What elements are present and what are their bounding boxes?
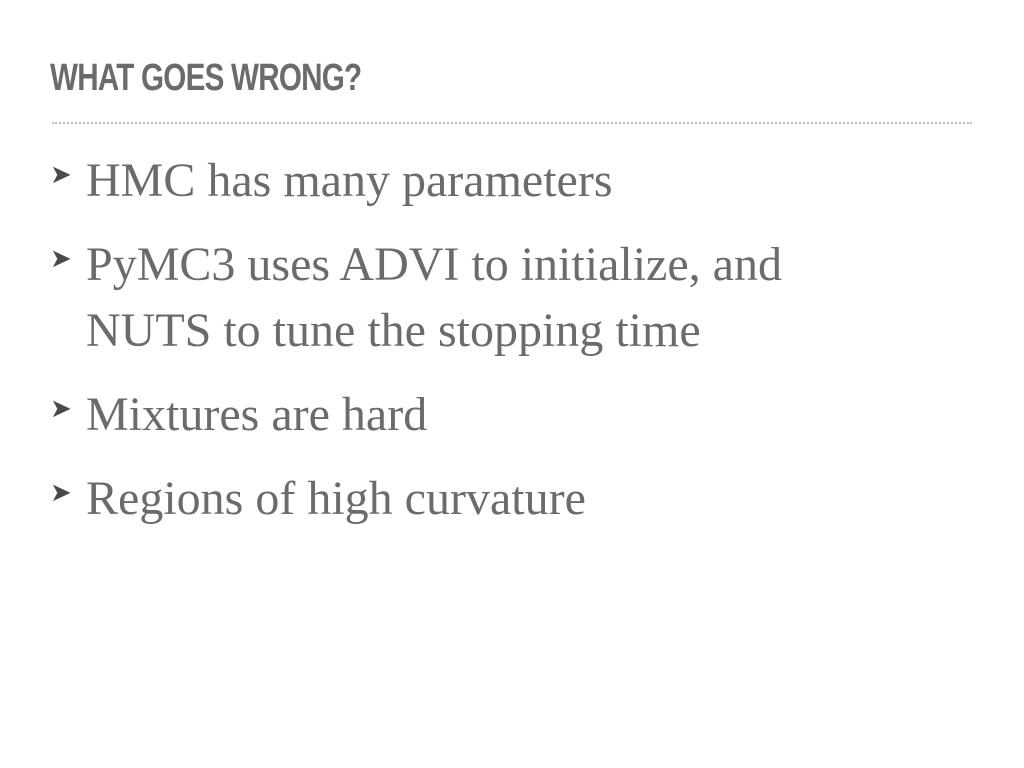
arrowhead-icon: ➤ xyxy=(50,160,72,190)
arrowhead-icon: ➤ xyxy=(50,244,72,274)
bullet-item: ➤ Mixtures are hard xyxy=(50,382,970,448)
bullet-text: Mixtures are hard xyxy=(86,388,428,441)
bullet-text: Regions of high curvature xyxy=(86,472,586,525)
bullet-item: ➤ PyMC3 uses ADVI to initialize, and NUT… xyxy=(50,232,970,364)
bullet-list: ➤ HMC has many parameters ➤ PyMC3 uses A… xyxy=(50,148,970,550)
bullet-item: ➤ HMC has many parameters xyxy=(50,148,970,214)
title-divider xyxy=(52,122,972,124)
bullet-item: ➤ Regions of high curvature xyxy=(50,466,970,532)
arrowhead-icon: ➤ xyxy=(50,478,72,508)
arrowhead-icon: ➤ xyxy=(50,394,72,424)
bullet-text: PyMC3 uses ADVI to initialize, and NUTS … xyxy=(86,238,782,357)
bullet-text: HMC has many parameters xyxy=(86,154,613,207)
slide-title: WHAT GOES WRONG? xyxy=(50,57,362,99)
